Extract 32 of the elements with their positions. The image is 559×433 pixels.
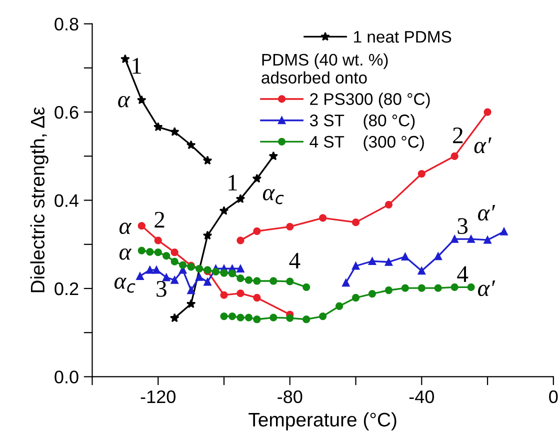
legend-label: 2 PS300 (80 °C) [310, 92, 430, 108]
annotation: α$_{c}$ [114, 278, 136, 293]
annotation: α′ [478, 204, 496, 221]
annotation: 3 [156, 281, 166, 297]
y-tick-label: 0.6 [54, 106, 78, 119]
annotation: 4 [289, 252, 300, 268]
annotation: 2 [453, 127, 463, 144]
legend-label: 1 neat PDMS [354, 30, 452, 43]
y-tick-label: 0.4 [54, 194, 79, 207]
annotation: α [118, 96, 130, 108]
x-tick-label: 0 [549, 390, 558, 404]
annotation: 1 [132, 58, 141, 74]
annotation: 2 [154, 212, 164, 228]
x-axis-title: Temperature (°C) [248, 412, 396, 430]
x-tick-label: -40 [409, 390, 434, 404]
annotation: α [119, 248, 132, 260]
annotation: α′ [478, 280, 496, 296]
y-tick-label: 0.0 [54, 370, 78, 384]
annotation: 4 [457, 266, 468, 282]
x-tick-label: -80 [278, 390, 302, 404]
y-tick-label: 0.2 [54, 282, 78, 296]
legend-title: PDMS (40 wt. %) adsorbed onto [262, 53, 388, 84]
y-axis-title: Dielectric strength, Δε [30, 107, 48, 292]
annotation: α′ [474, 138, 492, 154]
legend-label: 4 ST (300 °C) [310, 135, 424, 152]
x-tick-label: -120 [140, 390, 176, 404]
legend-label: 3 ST (80 °C) [310, 114, 415, 130]
annotation: 1 [228, 174, 237, 190]
annotation: 3 [458, 218, 468, 234]
annotation: α$_{c}$ [262, 188, 284, 204]
annotation: α [119, 222, 132, 234]
y-tick-label: 0.8 [54, 18, 78, 31]
